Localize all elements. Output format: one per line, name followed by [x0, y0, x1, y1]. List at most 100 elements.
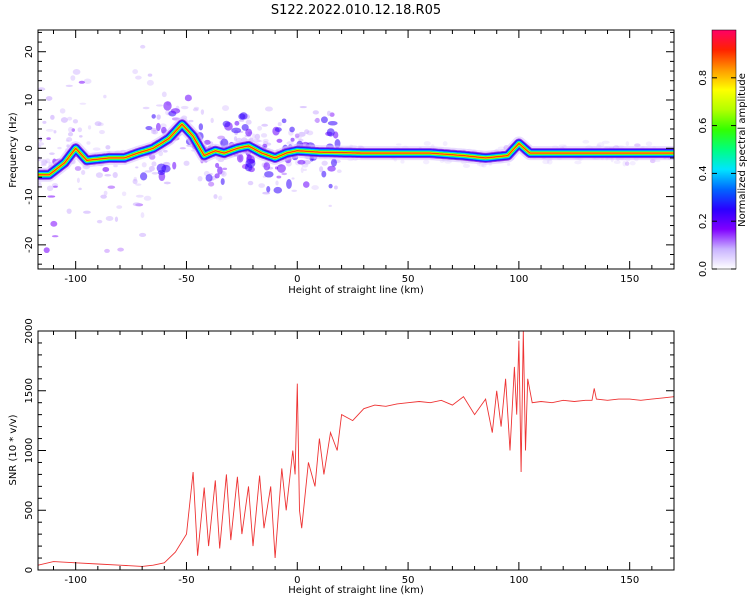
spectrogram-speckle [83, 210, 91, 214]
spectrogram-speckle [77, 127, 83, 133]
spectrogram-speckle [321, 160, 328, 166]
spectrogram-speckle [558, 144, 567, 147]
spectrogram-speckle [601, 140, 610, 144]
x-tick-label: 50 [402, 575, 415, 586]
spectrogram-speckle [197, 175, 203, 182]
spectrogram-speckle [252, 133, 256, 140]
spectrogram-blob [245, 128, 253, 137]
y-tick-label: 2000 [24, 318, 35, 343]
spectrogram-speckle [65, 84, 73, 87]
spectrogram-speckle [645, 141, 653, 147]
spectrogram-speckle [121, 191, 127, 197]
spectrogram-speckle [41, 160, 49, 164]
spectrogram-speckle [57, 146, 62, 150]
spectrogram-speckle [162, 149, 168, 153]
spectrogram-speckle [319, 166, 324, 173]
spectrogram-speckle [96, 219, 103, 224]
spectrogram-speckle [208, 181, 215, 187]
spectrogram-speckle [144, 170, 153, 173]
x-tick-label: -50 [178, 274, 194, 285]
spectrogram-speckle [311, 185, 319, 191]
spectrogram-speckle [53, 185, 58, 188]
spectrogram-speckle [117, 247, 124, 252]
spectrogram-speckle [264, 106, 273, 112]
spectrogram-blob [330, 158, 337, 167]
spectrogram-speckle [38, 181, 42, 184]
spectrogram-speckle [53, 130, 57, 134]
chart-title: S122.2022.010.12.18.R05 [271, 3, 441, 18]
spectrogram-speckle [66, 208, 72, 214]
spectrogram-speckle [291, 189, 298, 193]
spectrogram-blob [328, 183, 333, 189]
spectrogram-blob [266, 186, 271, 193]
spectrogram-speckle [50, 114, 55, 120]
spectrogram-speckle [40, 159, 48, 166]
spectrogram-speckle [135, 75, 142, 80]
spectrogram-speckle [151, 172, 159, 175]
spectrogram-speckle [213, 194, 218, 199]
spectrogram-xlabel: Height of straight line (km) [288, 285, 424, 296]
spectrogram-speckle [46, 137, 51, 140]
spectrogram-speckle [147, 73, 153, 77]
spectrogram-speckle [303, 168, 307, 172]
spectrogram-blob [231, 127, 242, 134]
y-tick-label: 0 [24, 567, 35, 573]
y-tick-label: 20 [24, 45, 35, 58]
spectrogram-speckle [38, 142, 45, 146]
spectrogram-speckle [79, 135, 83, 138]
spectrogram-speckle [51, 235, 59, 238]
spectrogram-speckle [629, 160, 636, 166]
spectrogram-speckle [71, 128, 75, 132]
spectrogram-speckle [135, 183, 142, 186]
spectrogram-speckle [333, 185, 338, 190]
spectrogram-blob [302, 181, 310, 188]
colorbar-ticks: 0.0 0.2 0.4 0.6 0.8 [698, 70, 736, 277]
spectrogram-ridge-band [38, 123, 674, 176]
spectrogram-speckle [81, 170, 86, 176]
colorbar-tick-label: 0.8 [698, 70, 709, 86]
spectrogram-speckle [104, 173, 112, 177]
spectrogram-blob [151, 114, 156, 119]
spectrogram-speckle [276, 175, 282, 179]
spectrogram-frame [37, 29, 675, 270]
spectrogram-speckle [582, 139, 590, 144]
spectrogram-speckle [141, 162, 147, 168]
spectrogram-speckle [162, 161, 170, 165]
colorbar: 0.0 0.2 0.4 0.6 0.8 Normalized spectral ampl… [698, 29, 748, 277]
spectrogram-speckle [50, 220, 58, 227]
spectrogram-speckle [188, 119, 194, 123]
spectrogram-speckle [103, 190, 108, 196]
snr-frame [37, 330, 675, 571]
spectrogram-speckle [217, 135, 226, 140]
spectrogram-speckle [113, 164, 118, 168]
spectrogram-speckle [161, 91, 167, 98]
spectrogram-speckle [183, 160, 190, 166]
spectrogram-speckle [67, 126, 74, 133]
y-tick-label: -10 [24, 188, 35, 204]
spectrogram-speckle [159, 123, 167, 129]
spectrogram-speckle [329, 112, 335, 117]
spectrogram-blob [145, 126, 153, 131]
spectrogram-speckle [247, 180, 254, 186]
colorbar-tick-label: 0.2 [698, 213, 709, 229]
spectrogram-speckle [314, 117, 320, 123]
spectrogram-speckle [107, 185, 116, 189]
spectrogram-speckle [193, 106, 200, 110]
spectrogram-speckle [423, 141, 431, 146]
spectrogram-speckle [95, 172, 103, 178]
spectrogram-speckle [277, 122, 282, 127]
spectrogram-blob [286, 179, 292, 189]
spectrogram-speckle [87, 125, 92, 130]
spectrogram-speckle [86, 141, 91, 145]
snr-series-line [38, 331, 674, 567]
spectrogram-blob [297, 159, 306, 165]
x-tick-label: 150 [620, 575, 639, 586]
spectrogram-speckle [547, 159, 553, 165]
spectrogram-speckle [298, 131, 306, 137]
spectrogram-speckle [596, 142, 605, 148]
spectrogram-blob [273, 186, 283, 194]
spectrogram-speckle [151, 161, 157, 167]
spectrogram-speckle [275, 180, 279, 186]
